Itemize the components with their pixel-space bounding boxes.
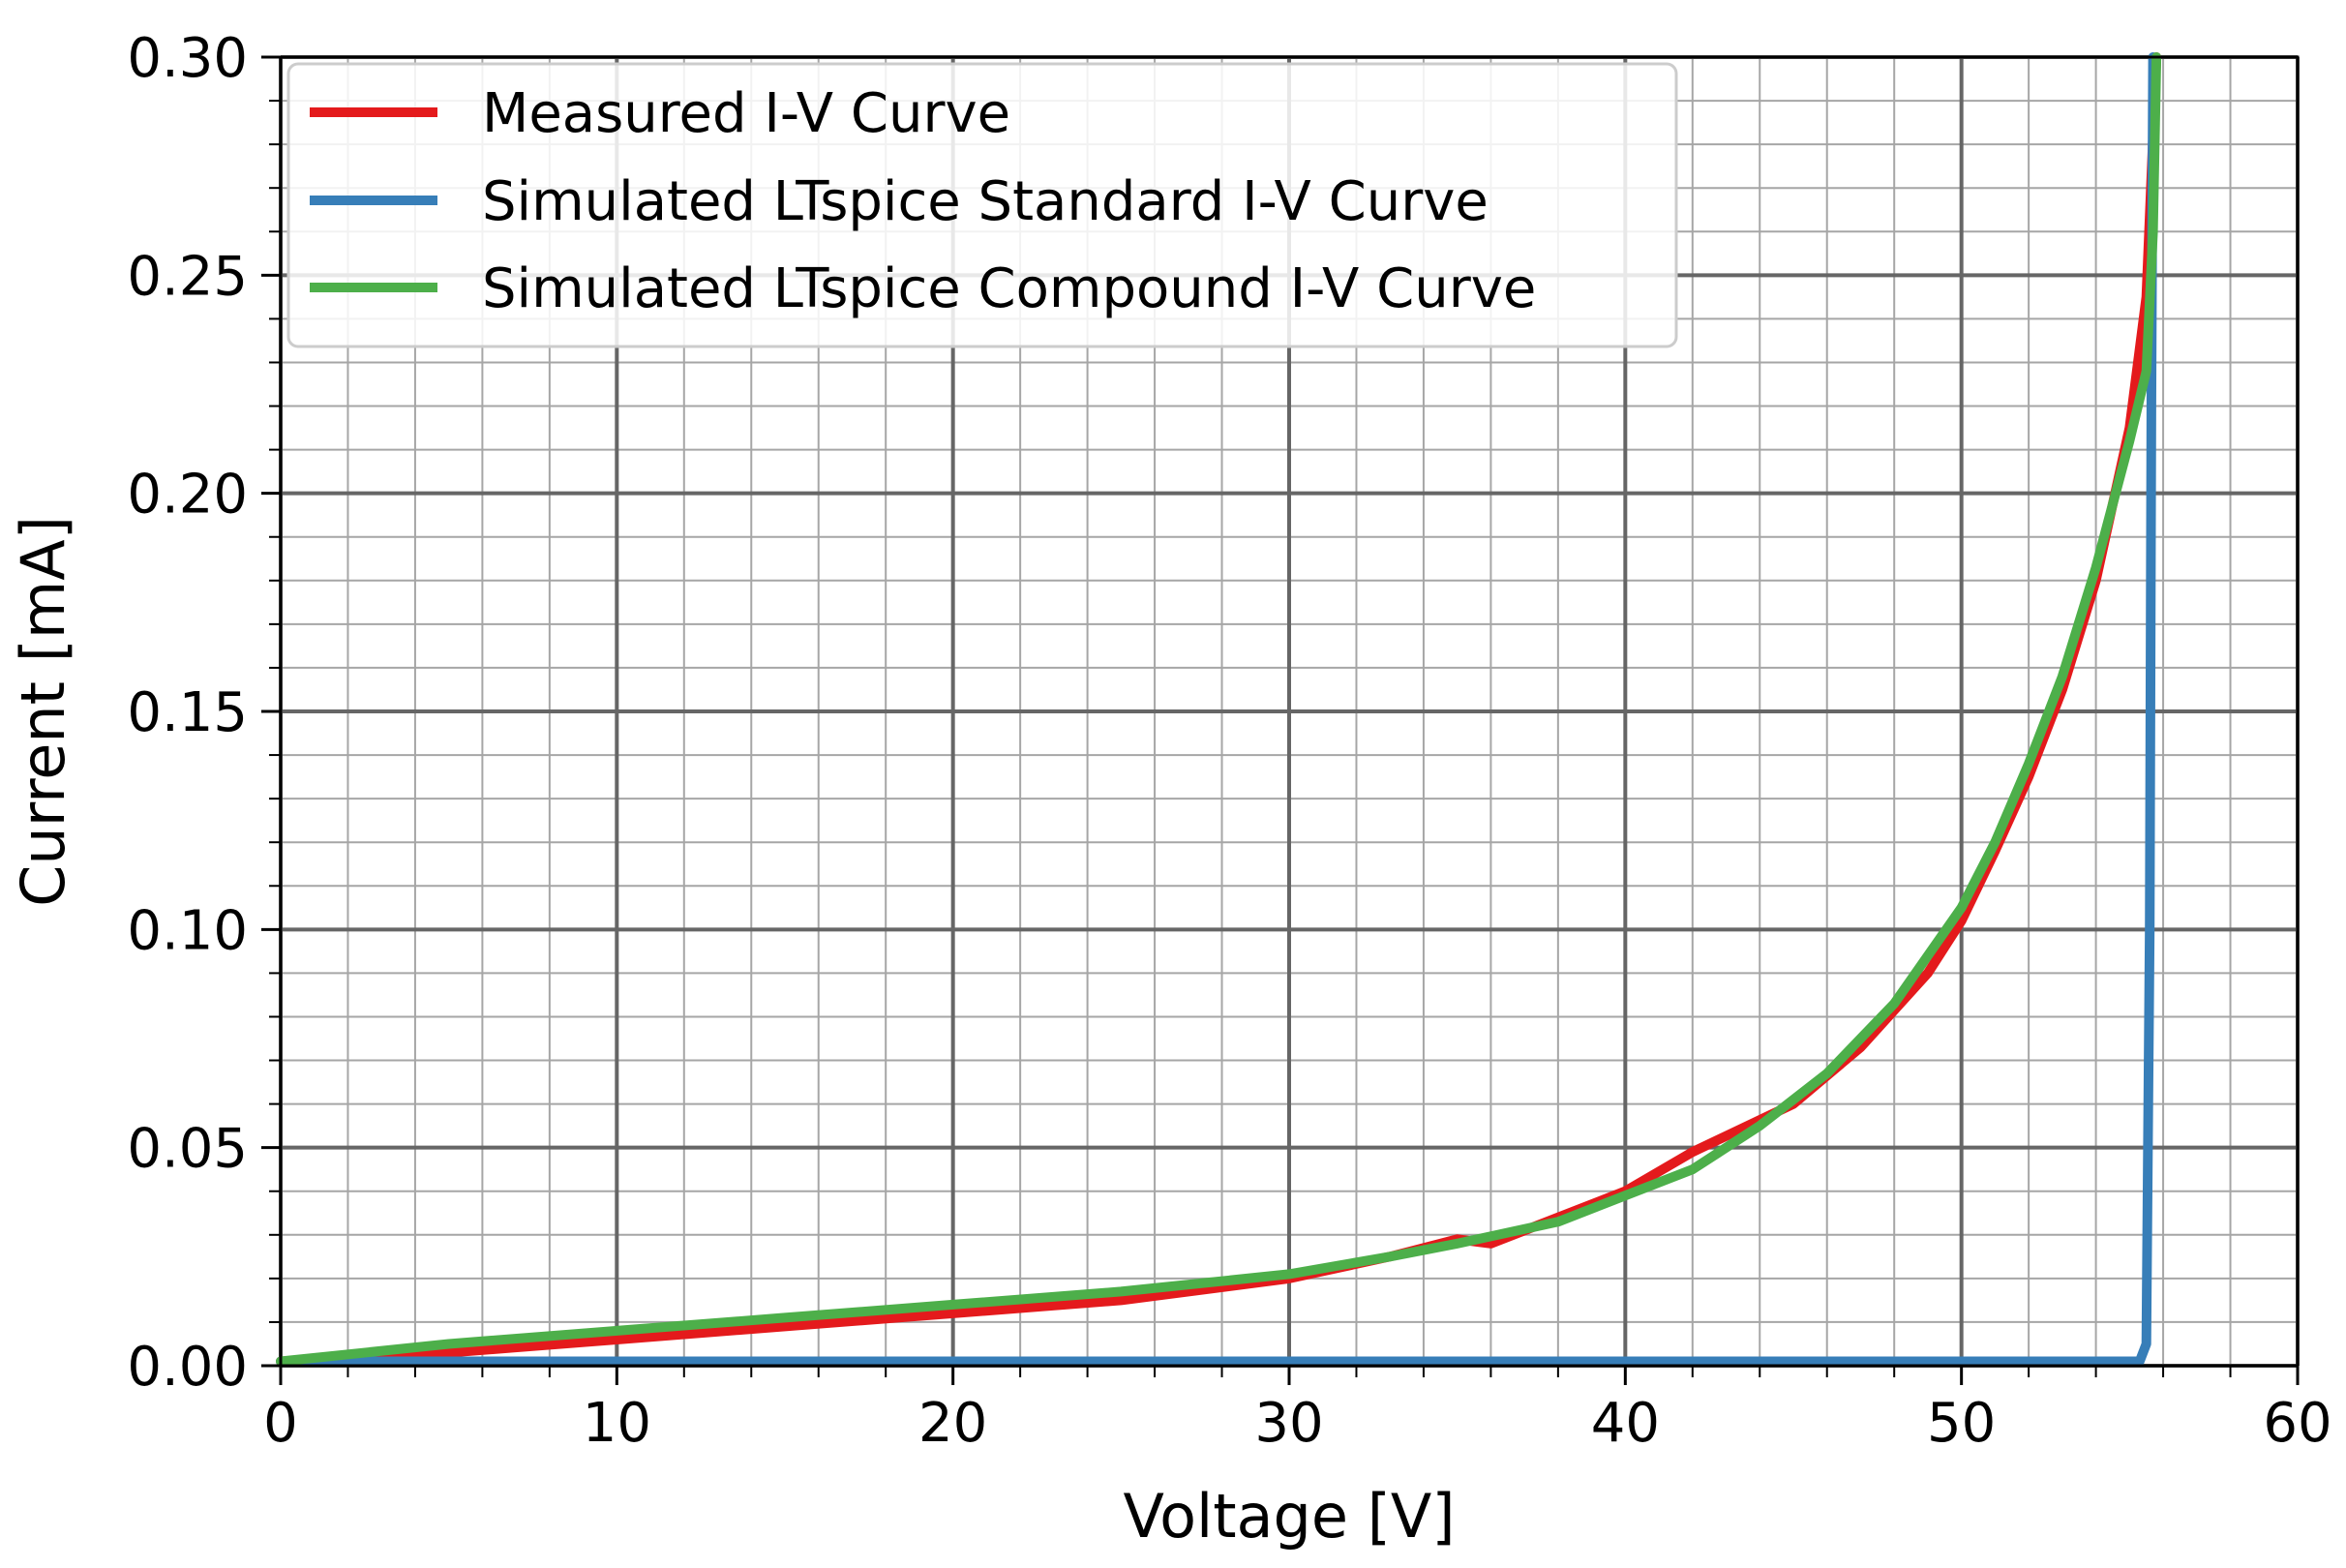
series-line-standard-curve (276, 52, 2158, 1367)
x-tick-label: 60 (2263, 1392, 2331, 1455)
legend-label-compound: Simulated LTspice Compound I-V Curve (482, 257, 1536, 320)
y-tick-label: 0.05 (127, 1118, 248, 1181)
y-tick-label: 0.10 (127, 899, 248, 962)
y-axis-label: Current [mA] (8, 516, 78, 907)
x-tick-label: 10 (583, 1392, 651, 1455)
series-line-compound-curve (276, 52, 2162, 1367)
legend: Measured I-V Curve Simulated LTspice Sta… (286, 62, 1678, 348)
y-tick-label: 0.00 (127, 1336, 248, 1399)
x-axis-label: Voltage [V] (1123, 1481, 1455, 1552)
x-tick-label: 40 (1591, 1392, 1660, 1455)
legend-label-standard: Simulated LTspice Standard I-V Curve (482, 170, 1489, 233)
axis-tick-labels: 0 10 20 30 40 50 60 0.00 0.05 0.10 0.15 0.20 0.25 0.3… (127, 27, 2331, 1455)
x-tick-label: 30 (1254, 1392, 1323, 1455)
y-tick-label: 0.30 (127, 27, 248, 90)
x-tick-label: 0 (263, 1392, 298, 1455)
legend-box (286, 62, 1678, 348)
axis-ticks (261, 55, 2300, 1385)
series-layer (276, 52, 2162, 1367)
x-tick-label: 20 (918, 1392, 987, 1455)
legend-label-measured: Measured I-V Curve (482, 82, 1010, 145)
y-tick-label: 0.20 (127, 464, 248, 527)
y-tick-label: 0.25 (127, 245, 248, 308)
x-tick-label: 50 (1927, 1392, 1996, 1455)
y-tick-label: 0.15 (127, 681, 248, 744)
